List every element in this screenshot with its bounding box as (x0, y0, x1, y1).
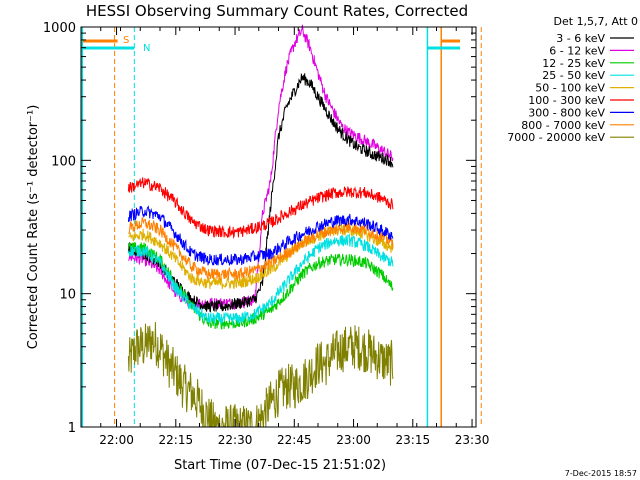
y-tick-label: 100 (51, 154, 76, 169)
series-line-8 (127, 321, 394, 428)
x-axis-label: Start Time (07-Dec-15 21:51:02) (174, 458, 386, 473)
y-tick-label: 10 (59, 288, 76, 303)
legend-label: 800 - 7000 keV (521, 119, 605, 132)
legend-label: 7000 - 20000 keV (507, 131, 605, 144)
x-tick-label: 23:15 (396, 433, 431, 447)
y-tick-label: 1 (68, 421, 76, 436)
legend-label: 25 - 50 keV (542, 69, 605, 82)
legend-label: 12 - 25 keV (542, 57, 605, 70)
series-line-3 (127, 233, 394, 325)
series-line-5 (127, 177, 394, 240)
x-tick-label: 22:00 (99, 433, 134, 447)
x-tick-label: 23:00 (336, 433, 371, 447)
x-tick-label: 22:45 (277, 433, 312, 447)
series-line-6 (127, 205, 394, 267)
axis-ticks: 22:00 22:15 22:30 22:45 23:00 23:15 23:30 1 10 10… (43, 21, 489, 447)
legend-label: 300 - 800 keV (528, 106, 605, 119)
night-marker: N (143, 43, 150, 54)
chart-title: HESSI Observing Summary Count Rates, Cor… (86, 2, 468, 20)
x-tick-label: 22:30 (218, 433, 253, 447)
y-tick-label: 1000 (43, 21, 76, 36)
interval-lines (81, 27, 482, 427)
legend-label: 50 - 100 keV (535, 82, 605, 95)
legend-header: Det 1,5,7, Att 0 (554, 15, 638, 28)
legend-label: 3 - 6 keV (556, 32, 605, 45)
x-tick-label: 23:30 (455, 433, 490, 447)
series-line-1 (128, 24, 394, 311)
series-line-0 (127, 73, 394, 313)
series-group (127, 24, 394, 428)
saa-marker: S (123, 35, 129, 46)
legend-label: 6 - 12 keV (549, 44, 605, 57)
x-tick-label: 22:15 (159, 433, 194, 447)
y-axis-label: Corrected Count Rate (s⁻¹ detector⁻¹) (26, 105, 41, 350)
legend-label: 100 - 300 keV (528, 94, 605, 107)
footer-timestamp: 7-Dec-2015 18:57 (565, 469, 637, 478)
